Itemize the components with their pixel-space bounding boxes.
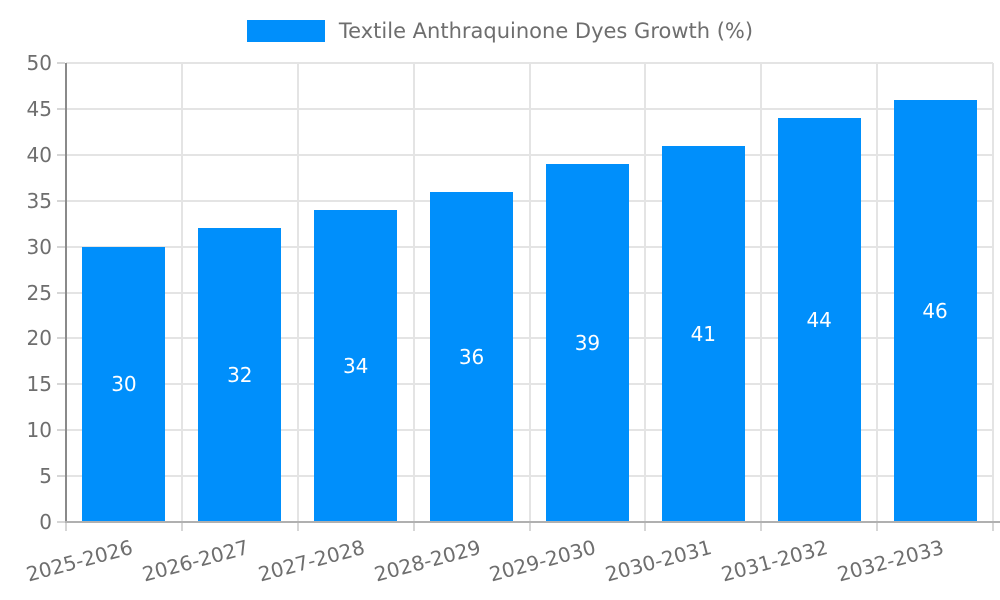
x-axis-tick (528, 522, 531, 531)
bar-2026-2027[interactable] (198, 228, 282, 522)
y-axis-tick (57, 521, 65, 523)
y-axis-tick (57, 475, 65, 478)
gridline-vertical (644, 63, 647, 522)
bar-value-label: 44 (806, 308, 832, 333)
y-axis-tick-label: 35 (26, 188, 52, 213)
y-axis-tick-label: 30 (26, 234, 52, 259)
x-axis-line (65, 521, 1000, 523)
gridline-vertical (876, 63, 879, 522)
y-axis-tick (57, 383, 65, 386)
bar-2031-2032[interactable] (777, 118, 861, 522)
x-axis-tick-label: 2029-2030 (487, 535, 599, 587)
y-axis-tick-label: 45 (26, 96, 52, 121)
y-axis-tick (57, 199, 65, 202)
bar-value-label: 34 (342, 353, 369, 378)
y-axis-tick-label: 0 (39, 510, 52, 534)
x-axis-tick-label: 2032-2033 (834, 535, 947, 587)
y-axis-tick (57, 107, 65, 110)
x-axis-tick (760, 522, 763, 531)
x-axis-tick-label: 2025-2026 (23, 535, 136, 587)
x-axis-tick (876, 522, 879, 531)
x-axis-tick-label: 2030-2031 (603, 535, 715, 587)
bar-2029-2030[interactable] (545, 163, 629, 522)
y-axis-tick-label: 5 (39, 464, 52, 489)
x-axis-tick-label: 2028-2029 (371, 535, 483, 587)
bar-2028-2029[interactable] (430, 191, 514, 522)
x-axis-tick (644, 522, 647, 531)
bar-2032-2033[interactable] (893, 99, 977, 522)
y-axis-tick (57, 153, 65, 156)
x-axis-tick-label: 2026-2027 (139, 535, 252, 587)
y-axis-tick (57, 62, 65, 64)
plot-area: 30 32 34 36 39 41 44 46 (66, 62, 994, 522)
bar-value-label: 39 (574, 330, 601, 355)
bar-value-label: 46 (922, 298, 948, 323)
x-axis-tick (65, 522, 67, 531)
x-axis-tick-label: 2031-2032 (718, 535, 831, 587)
y-axis-tick (57, 337, 65, 340)
y-axis-tick (57, 291, 65, 294)
x-axis-tick (180, 522, 183, 531)
bar-2027-2028[interactable] (314, 209, 398, 522)
y-axis-tick-label: 15 (26, 372, 52, 397)
x-axis-tick (296, 522, 299, 531)
y-axis-tick-label: 10 (26, 418, 52, 443)
bar-value-label: 30 (111, 372, 137, 397)
y-axis-tick-label: 40 (26, 142, 52, 167)
y-axis-tick (57, 429, 65, 432)
y-axis-tick-label: 25 (26, 280, 52, 305)
y-axis-tick (57, 245, 65, 248)
y-axis-line (65, 63, 67, 522)
legend-swatch-icon (246, 20, 325, 42)
x-axis-tick (992, 522, 994, 531)
y-axis-tick-label: 50 (26, 51, 52, 75)
gridline-vertical (180, 63, 183, 522)
bar-value-label: 36 (458, 344, 485, 369)
legend-label: Textile Anthraquinone Dyes Growth (%) (338, 19, 754, 43)
bar-value-label: 32 (227, 363, 253, 388)
x-axis-tick (412, 522, 415, 531)
y-axis-tick-label: 20 (26, 326, 52, 351)
gridline-vertical (528, 63, 531, 522)
gridline-vertical (412, 63, 415, 522)
gridline-vertical (992, 63, 994, 522)
bar-value-label: 41 (690, 321, 717, 346)
gridline-vertical (760, 63, 763, 522)
bar-2030-2031[interactable] (661, 145, 745, 522)
legend[interactable]: Textile Anthraquinone Dyes Growth (%) (0, 18, 1000, 44)
gridline-vertical (296, 63, 299, 522)
bar-2025-2026[interactable] (82, 246, 166, 522)
x-axis-tick-label: 2027-2028 (255, 535, 367, 587)
